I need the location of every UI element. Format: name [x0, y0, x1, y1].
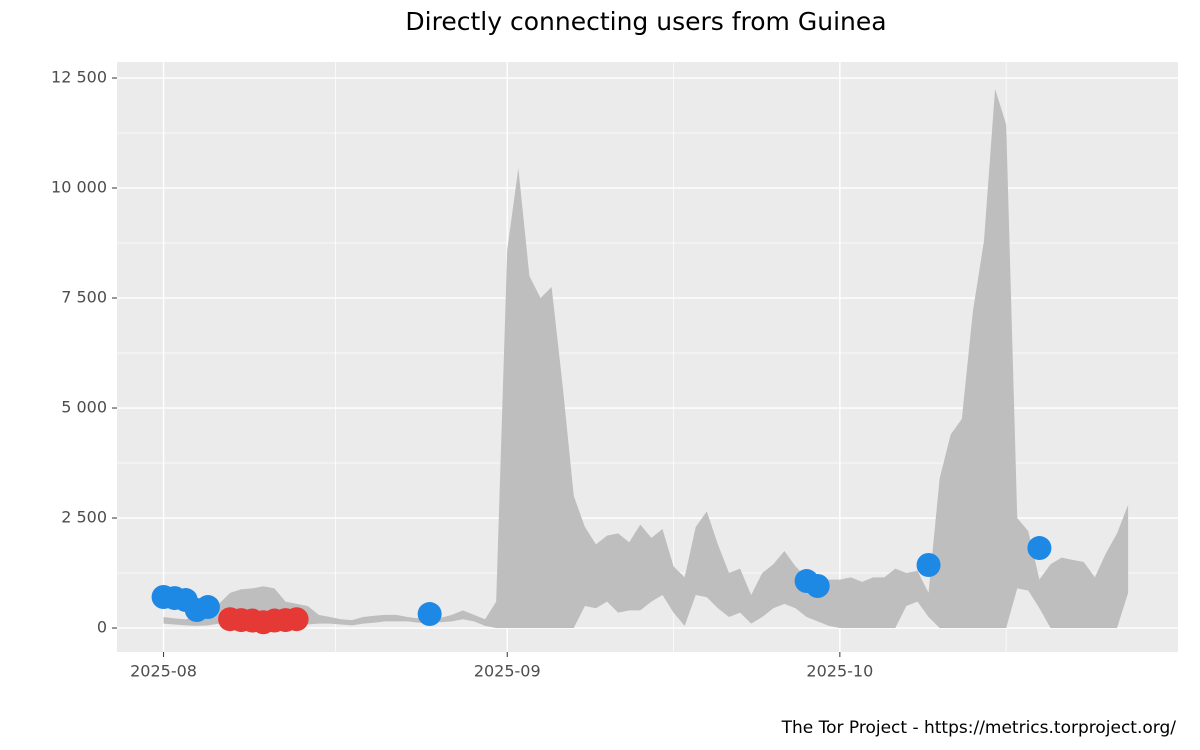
point — [195, 595, 220, 620]
chart-title: Directly connecting users from Guinea — [405, 7, 886, 36]
caption: The Tor Project - https://metrics.torpro… — [781, 718, 1177, 738]
point — [1027, 536, 1052, 561]
y-tick-label: 7 500 — [61, 288, 107, 307]
point — [916, 553, 941, 578]
x-tick-label: 2025-10 — [806, 662, 873, 681]
y-tick-label: 5 000 — [61, 398, 107, 417]
y-tick-label: 12 500 — [51, 68, 107, 87]
point — [417, 602, 442, 627]
ribbon — [163, 89, 1129, 629]
y-tick-label: 10 000 — [51, 178, 107, 197]
point — [284, 607, 309, 632]
x-tick-label: 2025-09 — [474, 662, 541, 681]
y-tick-label: 0 — [97, 618, 107, 637]
point — [805, 573, 830, 598]
x-tick-label: 2025-08 — [130, 662, 197, 681]
y-tick-label: 2 500 — [61, 508, 107, 527]
